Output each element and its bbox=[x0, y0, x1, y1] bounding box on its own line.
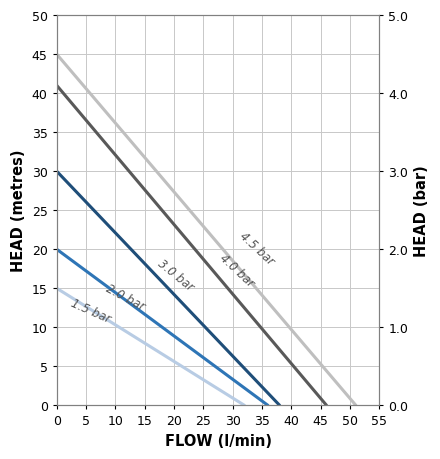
Text: 1.5 bar: 1.5 bar bbox=[69, 297, 113, 325]
X-axis label: FLOW (l/min): FLOW (l/min) bbox=[165, 433, 271, 448]
Text: 3.0 bar: 3.0 bar bbox=[155, 256, 196, 293]
Text: 4.0 bar: 4.0 bar bbox=[216, 251, 256, 289]
Text: 4.5 bar: 4.5 bar bbox=[237, 230, 277, 268]
Text: 2.0 bar: 2.0 bar bbox=[103, 281, 147, 313]
Y-axis label: HEAD (metres): HEAD (metres) bbox=[11, 150, 26, 272]
Y-axis label: HEAD (bar): HEAD (bar) bbox=[414, 165, 429, 257]
